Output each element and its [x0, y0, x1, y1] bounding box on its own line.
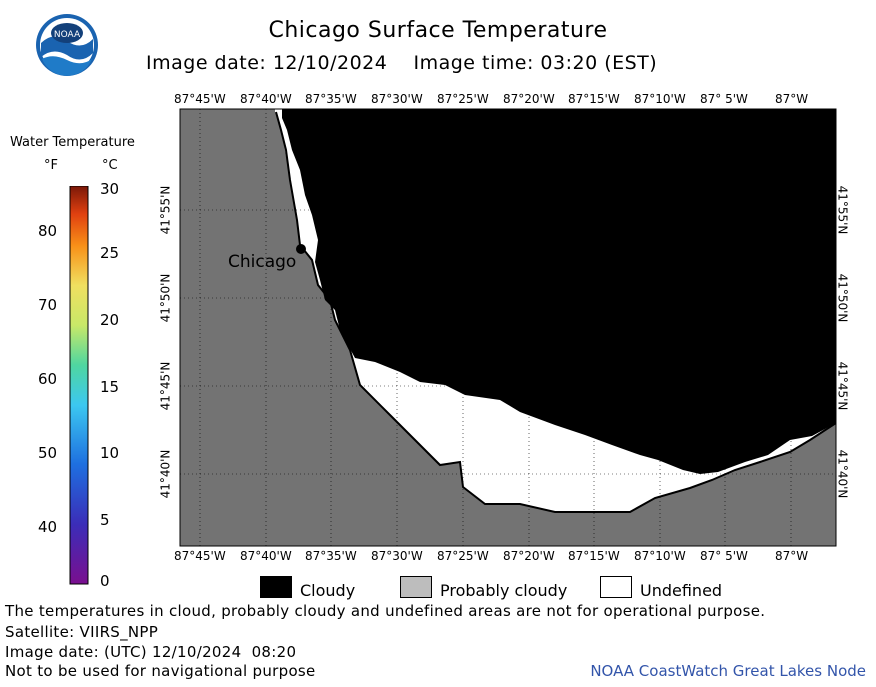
cloudy-swatch — [260, 576, 292, 598]
unit-fahrenheit: °F — [44, 158, 58, 173]
lon-label: 87°20'W — [503, 549, 555, 563]
lon-label: 87°W — [775, 92, 809, 106]
lon-label: 87°25'W — [437, 549, 489, 563]
lon-label: 87°10'W — [634, 92, 686, 106]
page-title: Chicago Surface Temperature — [268, 18, 608, 43]
lat-label: 41°40'N — [158, 449, 173, 499]
lon-label: 87°40'W — [240, 549, 292, 563]
lat-label: 41°55'N — [835, 185, 850, 235]
lon-label: 87°45'W — [174, 549, 226, 563]
lon-label: 87°35'W — [305, 549, 357, 563]
lat-label: 41°45'N — [835, 361, 850, 411]
lon-label: 87°40'W — [240, 92, 292, 106]
probably-cloudy-swatch — [400, 576, 432, 598]
fahrenheit-label: 80 — [38, 222, 58, 240]
lat-label: 41°50'N — [835, 273, 850, 323]
lon-label: 87°30'W — [371, 92, 423, 106]
lat-label: 41°50'N — [158, 273, 173, 323]
celsius-label: 10 — [100, 444, 120, 462]
fahrenheit-label: 40 — [38, 518, 58, 536]
svg-text:NOAA: NOAA — [54, 30, 81, 40]
fahrenheit-label: 60 — [38, 370, 58, 388]
lon-label: 87°25'W — [437, 92, 489, 106]
celsius-label: 20 — [100, 311, 120, 329]
legend-title: Water Temperature — [10, 135, 135, 150]
city-label: Chicago — [228, 252, 297, 272]
celsius-label: 15 — [100, 378, 120, 396]
fahrenheit-label: 70 — [38, 296, 58, 314]
image-date-time: Image date: 12/10/2024 Image time: 03:20… — [146, 52, 658, 74]
celsius-label: 5 — [100, 511, 110, 529]
shoreline — [275, 111, 837, 513]
cloudy-area — [282, 109, 836, 474]
lon-label: 87°10'W — [634, 549, 686, 563]
celsius-label: 30 — [100, 180, 120, 198]
undefined-swatch — [600, 576, 632, 598]
lon-label: 87°W — [775, 549, 809, 563]
celsius-label: 25 — [100, 244, 120, 262]
noaa-logo-icon: NOAA — [36, 14, 98, 76]
credit-text: NOAA CoastWatch Great Lakes Node — [590, 662, 866, 680]
disclaimer-text: The temperatures in cloud, probably clou… — [5, 602, 766, 620]
lat-label: 41°55'N — [158, 185, 173, 235]
chicago-marker — [296, 244, 306, 254]
unit-celsius: °C — [102, 158, 118, 173]
celsius-label: 0 — [100, 572, 110, 590]
lon-label: 87°45'W — [174, 92, 226, 106]
lon-label: 87°15'W — [568, 549, 620, 563]
lat-label: 41°40'N — [835, 449, 850, 499]
lon-label: 87° 5'W — [700, 92, 748, 106]
undefined-label: Undefined — [640, 581, 723, 600]
lon-label: 87°30'W — [371, 549, 423, 563]
lat-label: 41°45'N — [158, 361, 173, 411]
cloudy-label: Cloudy — [300, 581, 356, 600]
fahrenheit-label: 50 — [38, 444, 58, 462]
utc-date-text: Image date: (UTC) 12/10/2024 08:20 — [5, 643, 297, 661]
lon-label: 87° 5'W — [700, 549, 748, 563]
graticule — [180, 109, 836, 546]
lon-label: 87°15'W — [568, 92, 620, 106]
temperature-color-scale — [69, 186, 89, 585]
lon-label: 87°35'W — [305, 92, 357, 106]
lon-label: 87°20'W — [503, 92, 555, 106]
satellite-text: Satellite: VIIRS_NPP — [5, 623, 159, 641]
probably-cloudy-label: Probably cloudy — [440, 581, 568, 600]
navigation-warning: Not to be used for navigational purpose — [5, 662, 316, 680]
